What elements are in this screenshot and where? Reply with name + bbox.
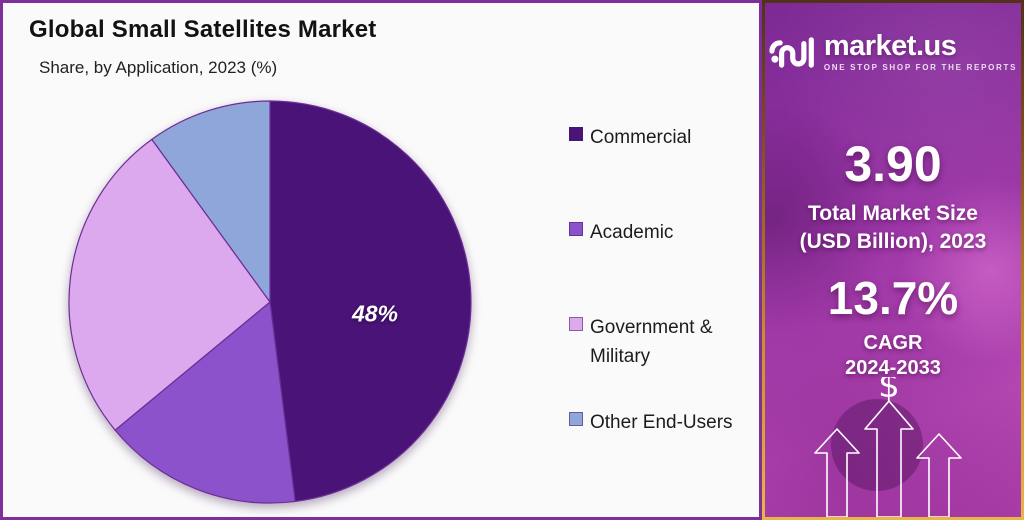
logo-name: market.us bbox=[823, 29, 957, 62]
cagr-label: CAGR 2024-2033 bbox=[765, 331, 1021, 381]
legend-swatch bbox=[569, 317, 583, 331]
cagr-value: 13.7% bbox=[827, 272, 959, 324]
brand-panel: market.us ONE STOP SHOP FOR THE REPORTS … bbox=[765, 3, 1021, 517]
cagr-range: 2024-2033 bbox=[845, 357, 941, 379]
legend-label: Government & Military bbox=[590, 313, 713, 371]
growth-arrows-icon: $ bbox=[814, 377, 962, 517]
pie-chart-svg bbox=[68, 100, 472, 504]
dollar-icon: $ bbox=[878, 377, 900, 406]
pie-value-label: 48% bbox=[351, 300, 399, 327]
cagr-label-text: CAGR bbox=[863, 332, 923, 354]
legend-label: Other End-Users bbox=[590, 412, 733, 433]
logo-tagline: ONE STOP SHOP FOR THE REPORTS bbox=[823, 62, 1018, 72]
legend-swatch bbox=[569, 222, 583, 236]
chart-subtitle: Share, by Application, 2023 (%) bbox=[39, 58, 278, 77]
legend-item-government-military: Government & Military bbox=[569, 313, 713, 371]
logo-text-block: market.us ONE STOP SHOP FOR THE REPORTS bbox=[824, 31, 1017, 72]
market-us-logo-mark-icon bbox=[769, 37, 814, 68]
legend-label: Academic bbox=[590, 222, 674, 243]
legend-label: Commercial bbox=[590, 127, 692, 148]
market-size-label-line2: (USD Billion), 2023 bbox=[799, 230, 987, 253]
legend-swatch bbox=[569, 412, 583, 426]
legend-item-commercial: Commercial bbox=[569, 123, 691, 152]
chart-area: Global Small Satellites Market Share, by… bbox=[0, 0, 762, 520]
legend-swatch bbox=[569, 127, 583, 141]
pie-chart bbox=[65, 97, 475, 507]
legend-item-academic: Academic bbox=[569, 218, 673, 247]
brand-panel-frame: market.us ONE STOP SHOP FOR THE REPORTS … bbox=[762, 0, 1024, 520]
pie-slice-government-military bbox=[68, 138, 271, 431]
legend-item-other-end-users: Other End-Users bbox=[569, 408, 733, 437]
legend-label-line1: Government & bbox=[590, 317, 713, 338]
pie-slice-other-end-users bbox=[151, 100, 271, 303]
legend-label-line2: Military bbox=[590, 346, 651, 367]
market-size-label-line1: Total Market Size bbox=[808, 202, 978, 225]
market-size-label: Total Market Size (USD Billion), 2023 bbox=[765, 200, 1021, 256]
pie-slice-academic bbox=[114, 301, 296, 504]
market-us-logo: market.us ONE STOP SHOP FOR THE REPORTS bbox=[765, 29, 1021, 73]
market-size-value: 3.90 bbox=[844, 136, 942, 192]
chart-title: Global Small Satellites Market bbox=[29, 16, 377, 43]
pie-slice-commercial bbox=[269, 100, 472, 503]
